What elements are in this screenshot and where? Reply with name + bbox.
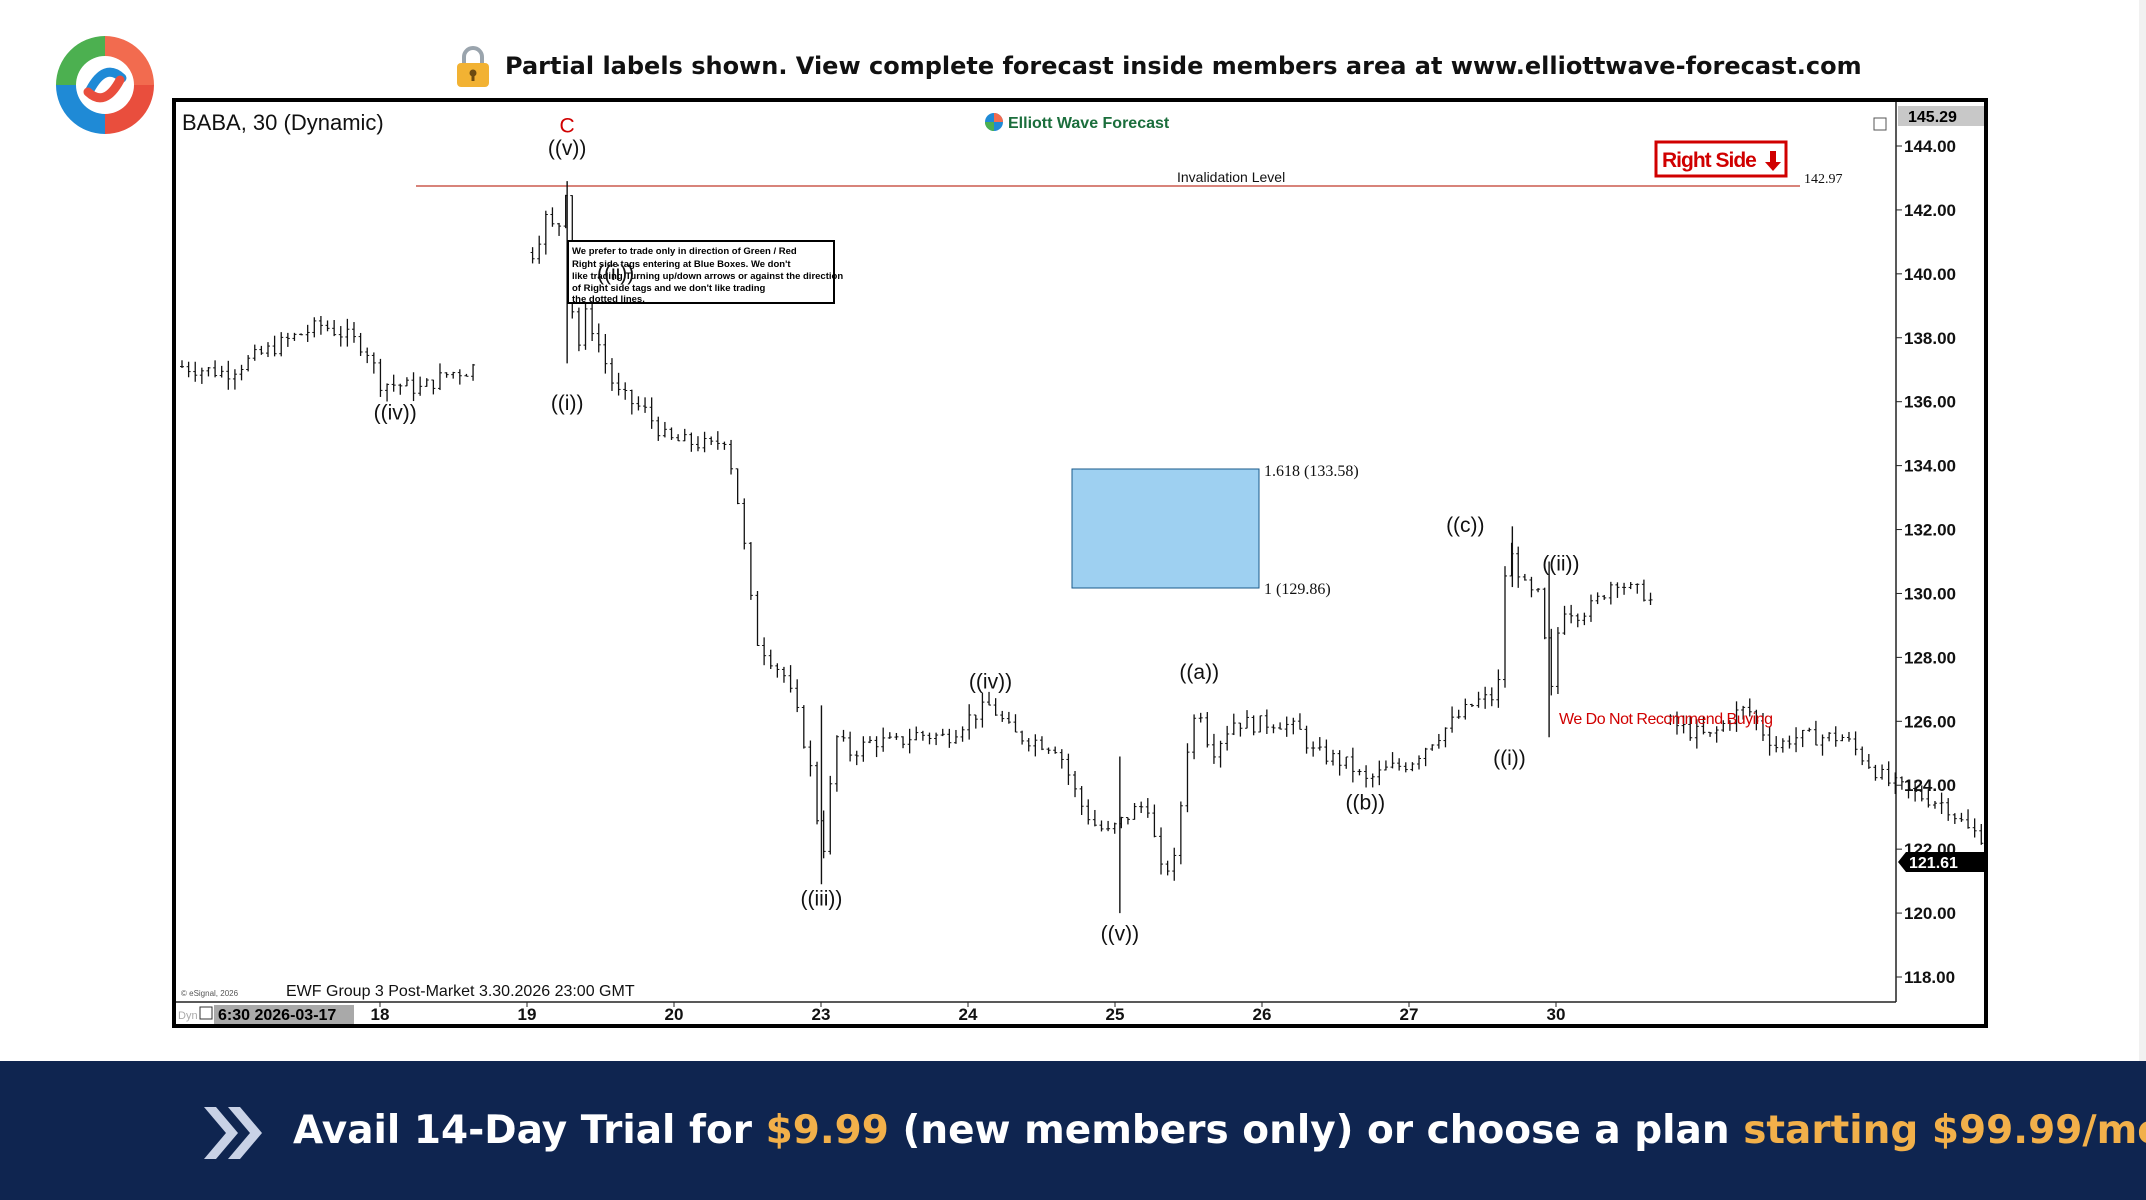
wave-label: ((ii)) [597,262,634,285]
promo-text[interactable]: Avail 14-Day Trial for $9.99 (new member… [293,1061,2146,1200]
brand-swirl-segment [985,122,994,131]
brand-swirl-segment [994,113,1003,122]
x-tick-label: 23 [812,1005,831,1024]
wave-label: C [560,114,575,137]
last-price-box [1898,852,1984,872]
wave-label: ((c)) [1446,514,1484,537]
blue-box-1-label: 1 (129.86) [1264,581,1331,598]
right-side-tag: Right Side [1654,140,1788,178]
x-tick-label: 26 [1253,1005,1272,1024]
promo-plan-price: starting $99.99/mo [1743,1108,2146,1153]
x-tick-label: 30 [1547,1005,1566,1024]
note-box-text: We prefer to trade only in direction of … [572,246,846,305]
no-buy-text: We Do Not Recommend Buying [1559,711,1772,728]
y-tick-label: 130.00 [1904,584,1956,603]
chart-footer-note: EWF Group 3 Post-Market 3.30.2026 23:00 … [286,983,635,1000]
page-edge-strip [2139,0,2146,1061]
note-box-line: of Right side tags and we don't like tra… [572,283,766,294]
candles [180,181,1984,914]
note-box-line: We prefer to trade only in direction of … [572,246,797,257]
x-axis: 18 19 20 23 24 25 26 27 30 [371,1002,1566,1024]
blue-box [1071,468,1260,589]
y-tick-label: 118.00 [1904,968,1955,987]
x-tick-label: 20 [665,1005,684,1024]
wave-label: ((v)) [548,137,586,160]
right-side-tag-text: Right Side [1662,149,1756,172]
y-tick-label: 136.00 [1904,393,1956,412]
wave-label: ((v)) [1101,923,1139,946]
y-axis: 144.00 142.00 140.00 138.00 136.00 134.00 132.… [1896,137,1956,987]
last-price-label: 121.61 [1909,855,1958,872]
y-tick-label: 134.00 [1904,457,1956,476]
date-box-label: 6:30 2026-03-17 [218,1007,336,1024]
copyright-label: © eSignal, 2026 [181,989,239,998]
y-tick-label: 132.00 [1904,521,1956,540]
note-box [567,240,835,304]
x-tick-label: 19 [518,1005,537,1024]
blue-box-1618-label: 1.618 (133.58) [1264,463,1359,480]
double-chevron-right-icon [204,1107,262,1159]
x-tick-label: 27 [1400,1005,1419,1024]
banner-text[interactable]: Partial labels shown. View complete fore… [505,52,1862,80]
brand-text: Elliott Wave Forecast [1008,115,1170,132]
dyn-toggle-icon[interactable] [199,1006,213,1020]
x-tick-label: 25 [1106,1005,1125,1024]
y-tick-label: 120.00 [1904,904,1956,923]
wave-label: ((b)) [1346,792,1386,815]
y-tick-label: 140.00 [1904,265,1956,284]
wave-label: ((i)) [551,392,584,415]
date-box [214,1005,354,1024]
wave-label: ((iii)) [800,888,842,911]
y-tick-label: 124.00 [1904,776,1956,795]
x-tick-label: 18 [371,1005,390,1024]
wave-label: ((a)) [1179,661,1219,684]
ewf-logo-icon [56,36,154,134]
y-tick-label: 128.00 [1904,648,1956,667]
lock-icon [457,46,489,87]
symbol-label: BABA, 30 (Dynamic) [182,110,384,135]
wave-labels: ((iv))C((v))((ii))((i))((iii))((iv))((v)… [374,114,1580,945]
price-chart: Invalidation Level 142.97 BABA, 30 (Dyna… [176,102,1984,1024]
promo-price: $9.99 [765,1108,889,1153]
promo-text-3: (new members only) or choose a plan [888,1108,1744,1153]
top-price-box [1898,106,1984,126]
note-box-line: Right side tags entering at Blue Boxes. … [572,259,791,270]
y-tick-label: 142.00 [1904,201,1956,220]
y-tick-label: 126.00 [1904,712,1956,731]
right-side-tag-box [1654,140,1788,178]
chart-frame: Invalidation Level 142.97 BABA, 30 (Dyna… [172,98,1988,1028]
x-tick-label: 24 [959,1005,978,1024]
brand-logo: Elliott Wave Forecast [985,113,1170,132]
y-tick-label: 138.00 [1904,329,1956,348]
down-arrow-icon [1765,151,1781,171]
invalidation-value-label: 142.97 [1804,172,1843,187]
wave-label: ((ii)) [1542,552,1579,575]
y-tick-label: 144.00 [1904,137,1956,156]
promo-footer[interactable]: Avail 14-Day Trial for $9.99 (new member… [0,1061,2146,1200]
wave-label: ((iv)) [374,402,417,425]
invalidation-label: Invalidation Level [1177,169,1285,185]
scale-toggle-icon[interactable] [1873,117,1887,131]
dyn-label: Dyn [178,1010,198,1022]
wave-label: ((i)) [1493,747,1526,770]
members-banner: Partial labels shown. View complete fore… [455,44,1862,88]
note-box-line: like trading Turning up/down arrows or a… [572,271,843,282]
top-price-label: 145.29 [1908,109,1957,126]
wave-label: ((iv)) [969,671,1012,694]
last-price-marker: 121.61 [1898,852,1984,872]
promo-text-1: Avail 14-Day Trial for [293,1108,766,1153]
note-box-line: the dotted lines. [572,294,645,305]
